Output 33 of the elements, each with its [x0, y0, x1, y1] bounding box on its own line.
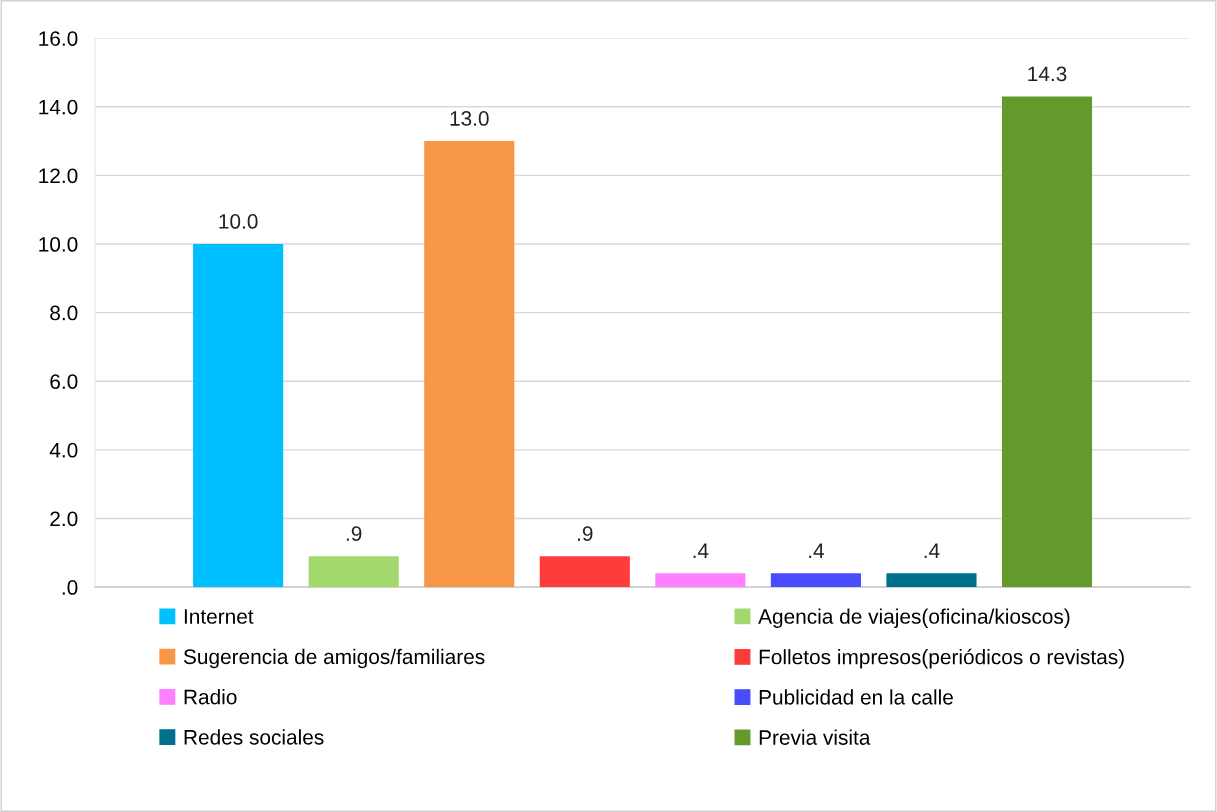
data-label: .9 — [346, 526, 362, 541]
y-tick-label: 12.0 — [39, 168, 78, 184]
y-tick-label: 4.0 — [49, 442, 78, 458]
data-label: .4 — [924, 543, 940, 558]
legend-label: Folletos impresos(periódicos o revistas) — [759, 648, 1124, 669]
y-tick-label: 16.0 — [39, 31, 78, 46]
bar — [308, 556, 399, 588]
y-tick-label: 8.0 — [50, 305, 78, 321]
y-tick-label: 10.0 — [39, 237, 78, 252]
legend-label: Internet — [184, 609, 254, 624]
y-tick-label: 2.0 — [50, 511, 78, 527]
data-label: 14.3 — [1028, 66, 1067, 82]
bar — [539, 556, 630, 588]
legend-label: Publicidad en la calle — [759, 689, 953, 705]
legend-label: Radio — [184, 689, 237, 705]
bar — [424, 141, 515, 588]
bar — [770, 573, 861, 588]
legend-label: Redes sociales — [184, 729, 324, 745]
bar — [655, 573, 746, 588]
legend-label: Sugerencia de amigos/familiares — [183, 648, 485, 669]
y-tick-label: .0 — [62, 580, 78, 595]
bar — [886, 573, 977, 588]
data-label: .4 — [809, 543, 824, 558]
legend-label: Previa visita — [759, 729, 871, 745]
legend-label: Agencia de viajes(oficina/kioscos) — [758, 608, 1070, 628]
data-label: .9 — [578, 526, 593, 541]
y-tick-label: 6.0 — [50, 374, 78, 389]
bar — [193, 244, 284, 588]
bar — [1001, 96, 1093, 588]
y-tick-label: 14.0 — [39, 99, 78, 115]
data-label: .4 — [693, 543, 709, 558]
data-label: 13.0 — [450, 111, 489, 126]
data-label: 10.0 — [219, 214, 258, 229]
